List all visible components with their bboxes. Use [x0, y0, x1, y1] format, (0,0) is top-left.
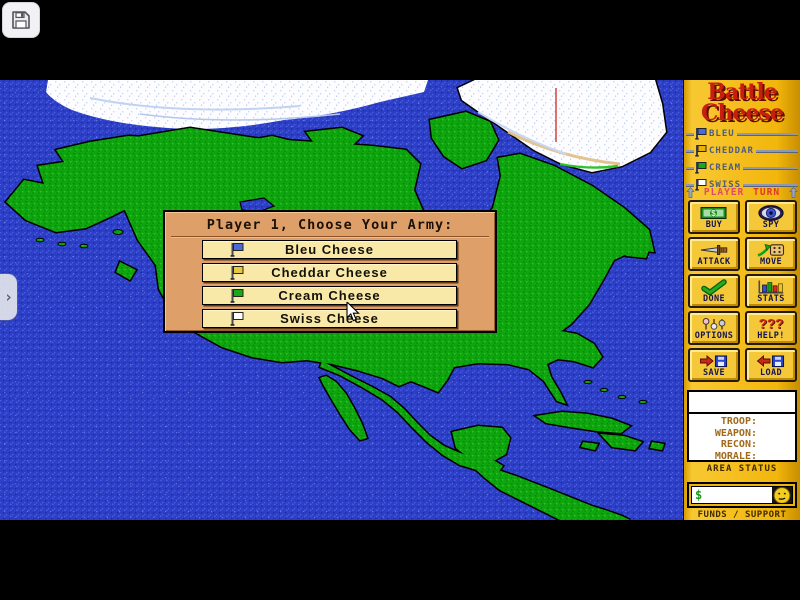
stats-button[interactable]: STATS: [745, 274, 797, 308]
sliders-icon: [702, 317, 726, 330]
cream-flag-icon: [695, 162, 707, 174]
player-arrow-icon: [686, 186, 695, 198]
save-state-button[interactable]: [3, 3, 39, 37]
checkmark-icon: [701, 278, 727, 295]
cream-cheese-button[interactable]: Cream Cheese: [202, 286, 457, 305]
swiss-cheese-button[interactable]: Swiss Cheese: [202, 309, 457, 328]
save-button[interactable]: SAVE: [688, 348, 740, 382]
svg-text:$: $: [711, 208, 716, 217]
crate-arrow-icon: [757, 243, 785, 257]
drawer-handle[interactable]: ›: [0, 274, 17, 320]
load-button[interactable]: LOAD: [745, 348, 797, 382]
game-title: Battle Cheese: [684, 79, 800, 126]
dialog-title: Player 1, Choose Your Army:: [171, 217, 489, 237]
question-marks-icon: ??????: [759, 316, 785, 332]
sword-icon: [700, 244, 728, 255]
game-title-line2: Cheese: [701, 100, 784, 126]
turn-label: TURN: [753, 186, 781, 198]
svg-text:???: ???: [759, 316, 784, 331]
save-floppy-icon: [700, 354, 728, 367]
bar-chart-icon: [758, 280, 784, 294]
cheddar-cheese-button[interactable]: Cheddar Cheese: [202, 263, 457, 282]
area-status-panel: TROOP: WEAPON: RECON: MORALE:: [687, 390, 797, 462]
army-legend: BLEU CHEDDAR CREAM: [684, 125, 800, 193]
choose-army-dialog: Player 1, Choose Your Army: Bleu Cheese …: [163, 210, 497, 333]
legend-row-bleu: BLEU: [684, 125, 800, 142]
buy-button[interactable]: $ BUY: [688, 200, 740, 234]
funds-field: $: [691, 486, 793, 504]
player-label: PLAYER: [703, 186, 745, 198]
svg-text:???: ???: [760, 317, 785, 332]
move-button[interactable]: MOVE: [745, 237, 797, 271]
funds-panel: $: [687, 482, 797, 508]
cream-flag-icon: [230, 289, 244, 303]
sidebar: Battle Cheese BLEU CHEDDAR: [683, 80, 800, 520]
bleu-flag-icon: [695, 128, 707, 140]
funds-caption: FUNDS / SUPPORT: [697, 510, 787, 520]
bleu-flag-icon: [230, 243, 244, 257]
legend-row-cream: CREAM: [684, 159, 800, 176]
cheddar-flag-icon: [230, 266, 244, 280]
spy-button[interactable]: SPY: [745, 200, 797, 234]
game-area: Battle Cheese BLEU CHEDDAR: [0, 80, 800, 520]
area-status-caption: AREA STATUS: [706, 464, 778, 474]
bleu-cheese-button[interactable]: Bleu Cheese: [202, 240, 457, 259]
chevron-right-icon: ›: [3, 288, 14, 306]
legend-label: SWISS: [709, 179, 742, 190]
player-turn-row: PLAYER TURN: [684, 186, 800, 198]
help-button[interactable]: ?????? HELP!: [745, 311, 797, 345]
polar-ice: [46, 80, 428, 129]
eye-icon: [758, 204, 784, 221]
area-name-field: [689, 392, 795, 414]
load-floppy-icon: [756, 354, 785, 367]
game-title-line1: Battle: [707, 79, 778, 105]
legend-label: CREAM: [709, 162, 742, 173]
currency-symbol: $: [695, 488, 703, 502]
floppy-disk-icon: [12, 11, 30, 29]
legend-label: BLEU: [709, 128, 735, 139]
troop-label: TROOP:: [720, 416, 757, 427]
swiss-flag-icon: [695, 179, 707, 191]
mouse-cursor: [346, 302, 360, 322]
money-icon: $: [700, 206, 727, 219]
legend-row-cheddar: CHEDDAR: [684, 142, 800, 159]
swiss-flag-icon: [230, 312, 244, 326]
weapon-label: WEAPON:: [714, 427, 757, 439]
options-button[interactable]: OPTIONS: [688, 311, 740, 345]
recon-label: RECON:: [720, 439, 757, 450]
done-button[interactable]: DONE: [688, 274, 740, 308]
legend-label: CHEDDAR: [709, 145, 754, 156]
neutral-smiley-icon: [772, 487, 792, 503]
turn-arrow-icon: [789, 186, 798, 198]
cheddar-flag-icon: [695, 145, 707, 157]
morale-label: MORALE:: [714, 450, 757, 462]
attack-button[interactable]: ATTACK: [688, 237, 740, 271]
legend-row-swiss: SWISS: [684, 176, 800, 193]
